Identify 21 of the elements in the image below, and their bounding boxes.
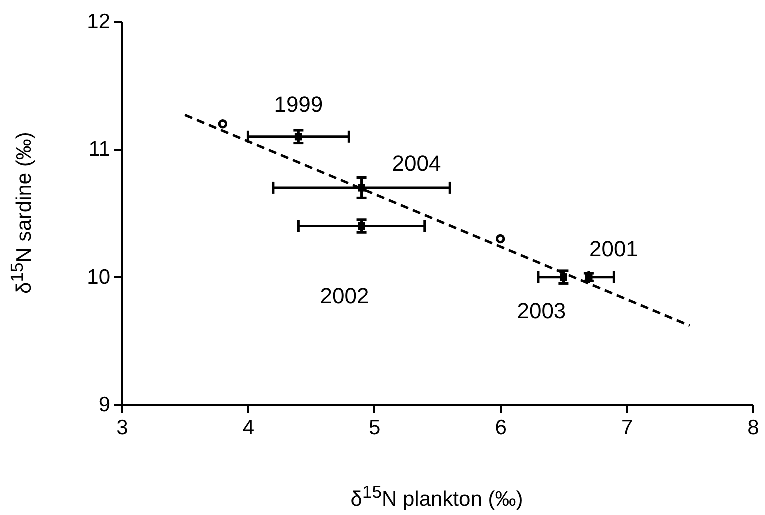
x-tick-label: 8 [748, 416, 760, 440]
point [218, 120, 228, 129]
point [496, 234, 506, 244]
y-tick-label: 12 [87, 10, 110, 34]
annotation: 1999 [274, 92, 324, 117]
y-tick-label: 9 [98, 394, 110, 416]
y-tick-label: 10 [87, 266, 110, 289]
x-tick-label: 3 [116, 416, 128, 440]
annotation: 2004 [392, 150, 442, 176]
annotation: 2002 [320, 283, 370, 308]
point [294, 133, 302, 141]
x-tick-label: 6 [495, 416, 507, 440]
annotation: 2001 [589, 236, 638, 262]
point [358, 222, 366, 230]
annotation: 2003 [517, 298, 566, 324]
y-tick-label: 11 [88, 138, 110, 162]
x-axis-title: δ$^{15}$N plankton (‰) [350, 482, 524, 512]
x-tick-label: 7 [621, 416, 634, 440]
x-tick-label: 5 [369, 416, 381, 440]
point [560, 274, 568, 282]
x-tick-label: 4 [242, 416, 255, 440]
